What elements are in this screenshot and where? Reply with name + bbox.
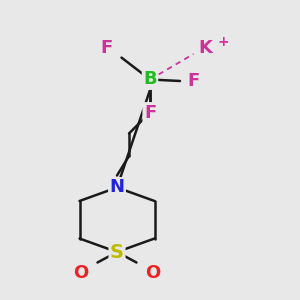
Text: F: F [144,103,156,122]
Text: F: F [100,39,112,57]
Text: B: B [143,70,157,88]
Text: +: + [218,35,229,49]
Text: S: S [110,242,124,262]
Text: N: N [110,178,124,196]
Text: F: F [188,72,200,90]
Text: O: O [74,264,88,282]
Text: K: K [199,39,212,57]
Text: O: O [146,264,160,282]
